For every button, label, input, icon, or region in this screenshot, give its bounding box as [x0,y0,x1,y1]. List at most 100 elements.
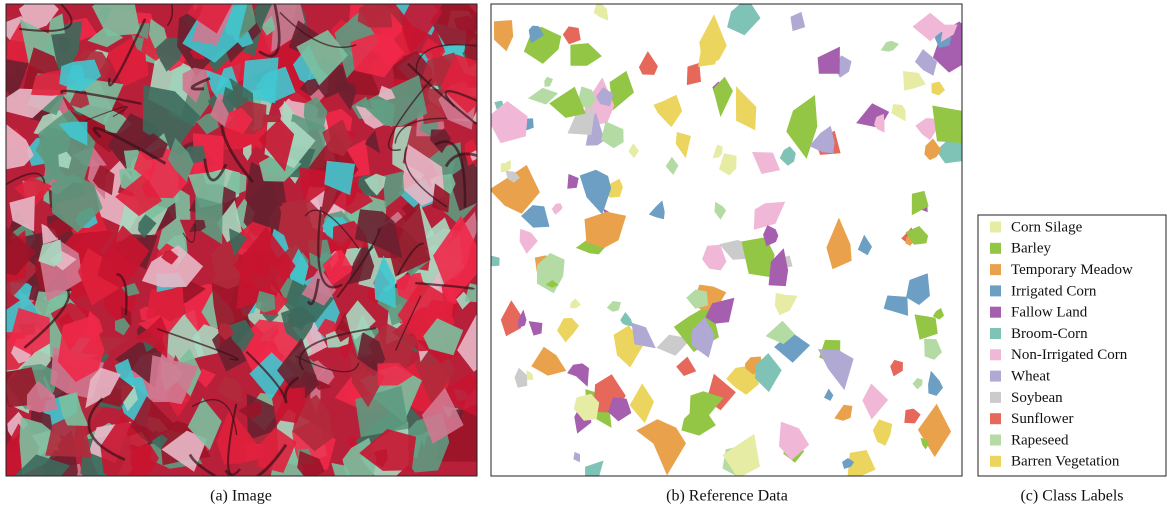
field [6,226,36,276]
field [8,308,50,355]
parcel [629,383,654,424]
parcel [817,46,840,74]
field [364,173,386,196]
parcel [713,76,733,118]
field [115,317,130,336]
field [255,290,276,313]
caption: (a) Image [210,488,272,505]
field [189,219,206,233]
legend-label: Broom-Corn [1011,326,1088,342]
road [60,89,142,105]
parcel [912,12,947,42]
parcel [653,94,683,128]
road [182,223,196,243]
parcel [638,51,658,75]
road [107,18,147,87]
field [322,119,353,157]
parcel [620,312,634,327]
road [306,278,320,306]
parcel [521,205,550,228]
field [457,314,477,372]
field [51,174,103,233]
field [59,59,102,92]
parcel [537,253,565,294]
parcel [905,226,929,245]
legend-swatch [990,328,1001,339]
field [401,144,445,206]
field [428,142,462,182]
parcel [924,339,942,360]
parcel [570,298,581,309]
parcel [932,105,962,143]
reference-map [491,4,962,476]
field [233,249,279,280]
caption: (c) Class Labels [1020,488,1123,505]
parcel [593,4,609,21]
field [6,88,64,119]
field [421,387,464,444]
field [6,124,34,170]
parcel [628,143,639,159]
parcel [719,153,737,176]
legend-label: Temporary Meadow [1011,262,1133,278]
legend-label: Irrigated Corn [1011,283,1097,299]
parcel [826,217,852,270]
field [222,86,237,118]
field [226,171,247,195]
field [316,366,335,385]
legend-swatch [990,264,1001,276]
parcel [648,200,665,220]
field [296,29,349,86]
field [30,69,68,96]
parcel [577,86,596,109]
parcel [686,62,701,86]
parcel [924,138,942,161]
field [58,151,72,169]
parcel [768,248,789,287]
parcel [712,144,723,159]
field [360,75,428,127]
road [394,117,447,144]
field [187,4,233,34]
road [166,4,174,27]
parcel [596,87,614,107]
parcel [911,190,929,216]
legend-label: Rapeseed [1011,432,1069,448]
parcel [584,211,627,248]
field [322,247,354,286]
parcel [519,228,538,254]
road [415,282,476,291]
parcel [786,95,818,159]
parcel [491,164,540,214]
legend-swatch [990,242,1001,254]
legend-label: Barley [1011,241,1051,257]
field [134,316,169,358]
parcel [675,132,691,159]
field [130,396,176,444]
parcel [752,152,781,174]
field [261,15,276,36]
parcel [573,393,600,421]
field [86,310,104,342]
field [349,353,385,408]
parcel [722,433,760,476]
field [85,367,121,409]
parcel [880,40,900,52]
legend-label: Wheat [1011,369,1051,385]
parcel [915,118,938,140]
field [141,245,204,288]
parcel [903,71,926,91]
field [193,133,225,177]
field [440,54,477,114]
road [317,206,343,289]
parcel [891,104,906,122]
field [14,454,70,476]
parcel [779,421,810,461]
parcel [727,4,761,36]
field [161,250,179,265]
field [364,130,381,154]
road [92,126,167,165]
parcel [579,169,612,215]
parcel [681,403,716,436]
field [26,380,58,413]
